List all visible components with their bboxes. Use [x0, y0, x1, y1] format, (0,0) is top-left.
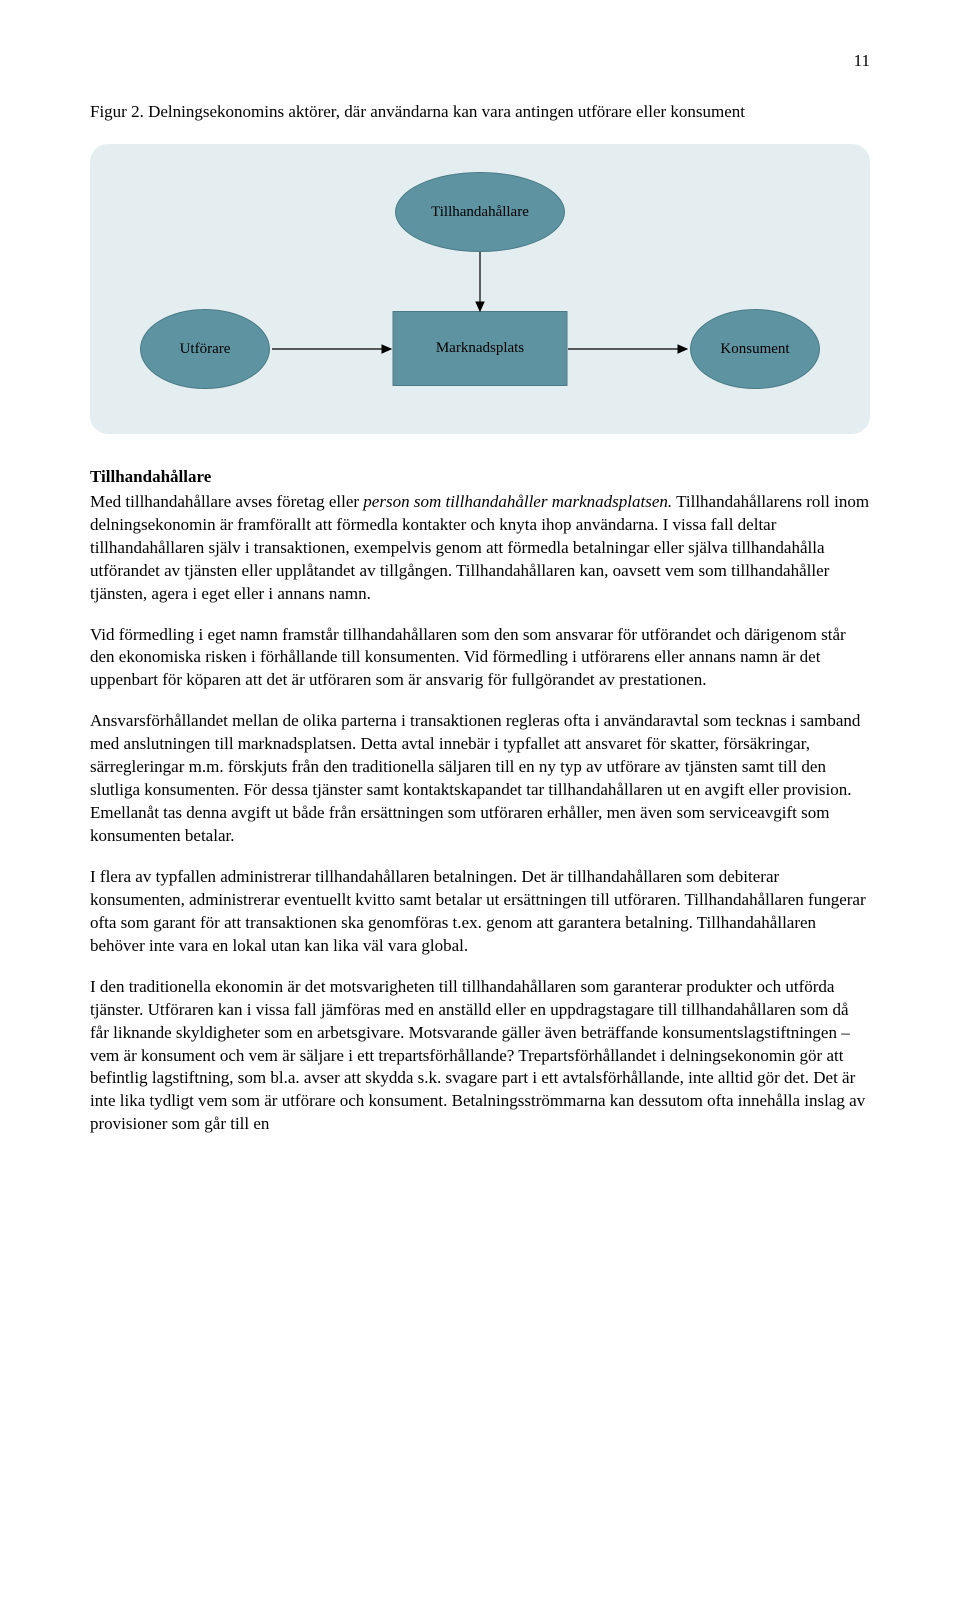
paragraph-5: I den traditionella ekonomin är det mots… — [90, 976, 870, 1137]
section-title-tillhandahallare: Tillhandahållare — [90, 466, 870, 489]
para1-a: Med tillhandahållare avses företag eller — [90, 492, 363, 511]
paragraph-2: Vid förmedling i eget namn framstår till… — [90, 624, 870, 693]
para1-b: person som tillhandahåller marknadsplats… — [363, 492, 672, 511]
paragraph-3: Ansvarsförhållandet mellan de olika part… — [90, 710, 870, 848]
figure-caption: Figur 2. Delningsekonomins aktörer, där … — [90, 101, 870, 124]
arrow-center-to-right — [568, 342, 688, 356]
paragraph-4: I flera av typfallen administrerar tillh… — [90, 866, 870, 958]
node-tillhandahallare: Tillhandahållare — [395, 172, 565, 252]
node-utforare: Utförare — [140, 309, 270, 389]
page-number: 11 — [90, 50, 870, 73]
diagram-container: Tillhandahållare Utförare Marknadsplats … — [90, 144, 870, 434]
arrow-left-to-center — [272, 342, 392, 356]
node-konsument: Konsument — [690, 309, 820, 389]
node-marknadsplats: Marknadsplats — [393, 311, 568, 386]
arrow-top-to-center — [473, 252, 487, 312]
paragraph-1: Med tillhandahållare avses företag eller… — [90, 491, 870, 606]
